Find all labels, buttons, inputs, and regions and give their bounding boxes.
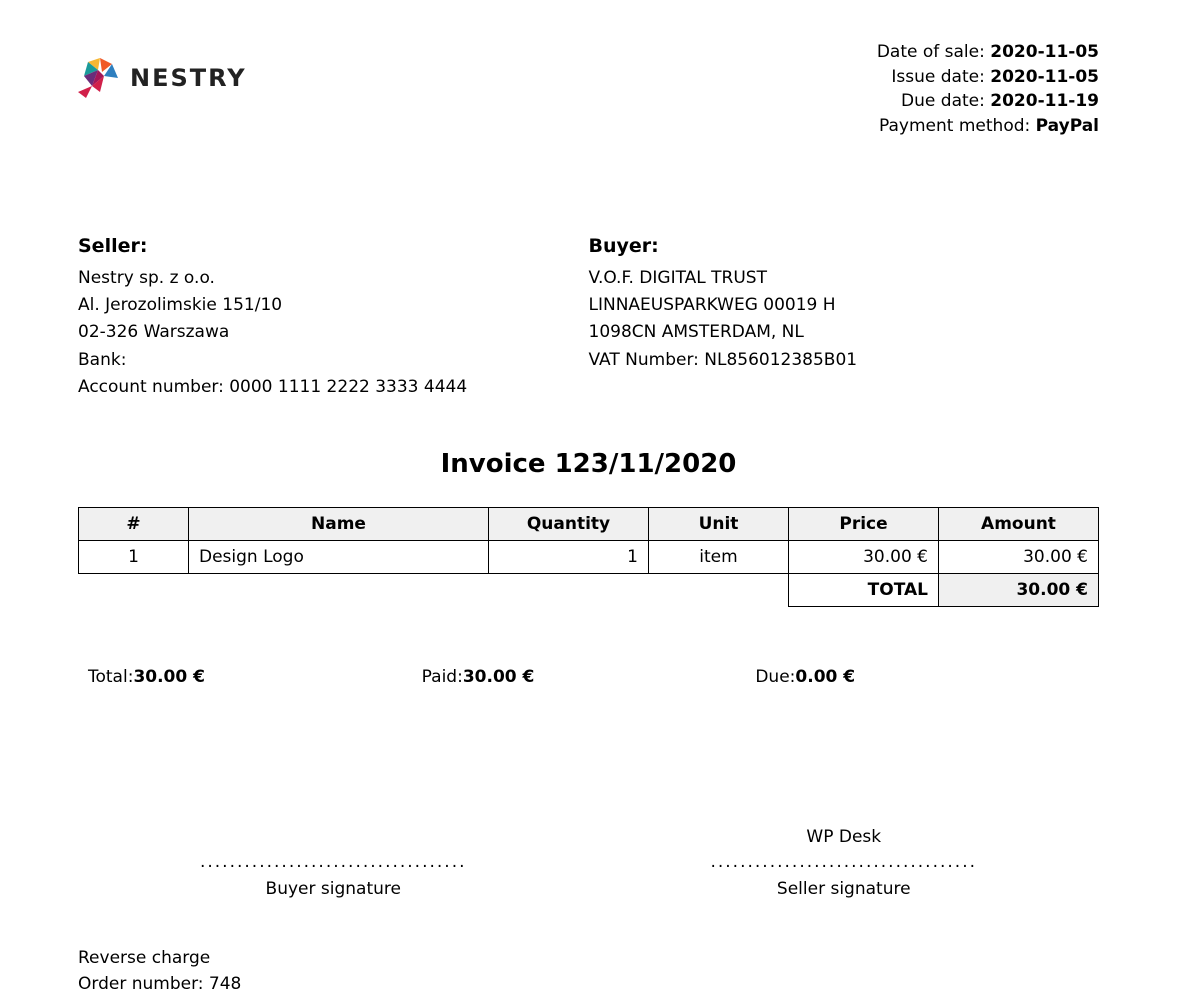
table-header-row: # Name Quantity Unit Price Amount bbox=[79, 507, 1099, 540]
buyer-sig-line: .................................... bbox=[78, 857, 589, 869]
col-qty: Quantity bbox=[489, 507, 649, 540]
logo-icon bbox=[78, 56, 122, 100]
company-name: NESTRY bbox=[130, 64, 247, 92]
col-unit: Unit bbox=[649, 507, 789, 540]
due-date-value: 2020-11-19 bbox=[990, 91, 1099, 111]
issue-date-label: Issue date: bbox=[891, 67, 984, 87]
summary-paid-label: Paid: bbox=[422, 667, 463, 687]
cell-price: 30.00 € bbox=[789, 540, 939, 573]
items-table: # Name Quantity Unit Price Amount 1 Desi… bbox=[78, 507, 1099, 607]
invoice-page: NESTRY Date of sale: 2020-11-05 Issue da… bbox=[0, 0, 1177, 923]
date-of-sale-label: Date of sale: bbox=[877, 42, 985, 62]
parties: Seller: Nestry sp. z o.o. Al. Jerozolims… bbox=[78, 231, 1099, 401]
summary-total-label: Total: bbox=[88, 667, 133, 687]
signatures: .................................... Buy… bbox=[78, 827, 1099, 899]
payment-method-value: PayPal bbox=[1036, 116, 1099, 136]
due-date-label: Due date: bbox=[901, 91, 985, 111]
cell-name: Design Logo bbox=[189, 540, 489, 573]
col-price: Price bbox=[789, 507, 939, 540]
buyer-address1: LINNAEUSPARKWEG 00019 H bbox=[589, 292, 1100, 319]
buyer-vat: VAT Number: NL856012385B01 bbox=[589, 347, 1100, 374]
buyer-heading: Buyer: bbox=[589, 231, 1100, 261]
summary-paid-value: 30.00 € bbox=[463, 667, 535, 687]
seller-address2: 02-326 Warszawa bbox=[78, 319, 589, 346]
total-value: 30.00 € bbox=[939, 573, 1099, 606]
seller-block: Seller: Nestry sp. z o.o. Al. Jerozolims… bbox=[78, 231, 589, 401]
logo-block: NESTRY bbox=[78, 56, 247, 100]
total-label: TOTAL bbox=[789, 573, 939, 606]
buyer-sig-label: Buyer signature bbox=[78, 879, 589, 899]
order-number-note: Order number: 748 bbox=[78, 971, 1099, 997]
seller-sig-line: .................................... bbox=[589, 857, 1100, 869]
header: NESTRY Date of sale: 2020-11-05 Issue da… bbox=[78, 40, 1099, 139]
seller-heading: Seller: bbox=[78, 231, 589, 261]
payment-method-label: Payment method: bbox=[879, 116, 1030, 136]
cell-qty: 1 bbox=[489, 540, 649, 573]
buyer-address2: 1098CN AMSTERDAM, NL bbox=[589, 319, 1100, 346]
footer-notes: Reverse charge Order number: 748 bbox=[78, 945, 1099, 997]
summary-due-value: 0.00 € bbox=[795, 667, 855, 687]
cell-unit: item bbox=[649, 540, 789, 573]
seller-signature: WP Desk ................................… bbox=[589, 827, 1100, 899]
summary-paid: Paid:30.00 € bbox=[422, 667, 756, 687]
seller-name: Nestry sp. z o.o. bbox=[78, 265, 589, 292]
col-amount: Amount bbox=[939, 507, 1099, 540]
totals-spacer bbox=[79, 573, 789, 606]
cell-amount: 30.00 € bbox=[939, 540, 1099, 573]
date-of-sale-value: 2020-11-05 bbox=[990, 42, 1099, 62]
summary-row: Total:30.00 € Paid:30.00 € Due:0.00 € bbox=[78, 667, 1099, 687]
buyer-signature: .................................... Buy… bbox=[78, 827, 589, 899]
table-row: 1 Design Logo 1 item 30.00 € 30.00 € bbox=[79, 540, 1099, 573]
seller-sig-name: WP Desk bbox=[589, 827, 1100, 851]
issue-date-value: 2020-11-05 bbox=[990, 67, 1099, 87]
col-name: Name bbox=[189, 507, 489, 540]
seller-bank: Bank: bbox=[78, 347, 589, 374]
totals-row: TOTAL 30.00 € bbox=[79, 573, 1099, 606]
seller-address1: Al. Jerozolimskie 151/10 bbox=[78, 292, 589, 319]
summary-due: Due:0.00 € bbox=[755, 667, 1089, 687]
summary-total: Total:30.00 € bbox=[88, 667, 422, 687]
buyer-block: Buyer: V.O.F. DIGITAL TRUST LINNAEUSPARK… bbox=[589, 231, 1100, 401]
seller-account: Account number: 0000 1111 2222 3333 4444 bbox=[78, 374, 589, 401]
summary-due-label: Due: bbox=[755, 667, 795, 687]
buyer-name: V.O.F. DIGITAL TRUST bbox=[589, 265, 1100, 292]
reverse-charge-note: Reverse charge bbox=[78, 945, 1099, 971]
summary-total-value: 30.00 € bbox=[133, 667, 205, 687]
seller-sig-label: Seller signature bbox=[589, 879, 1100, 899]
buyer-sig-name bbox=[78, 827, 589, 851]
cell-num: 1 bbox=[79, 540, 189, 573]
invoice-meta: Date of sale: 2020-11-05 Issue date: 202… bbox=[877, 40, 1099, 139]
invoice-title: Invoice 123/11/2020 bbox=[78, 449, 1099, 479]
col-num: # bbox=[79, 507, 189, 540]
